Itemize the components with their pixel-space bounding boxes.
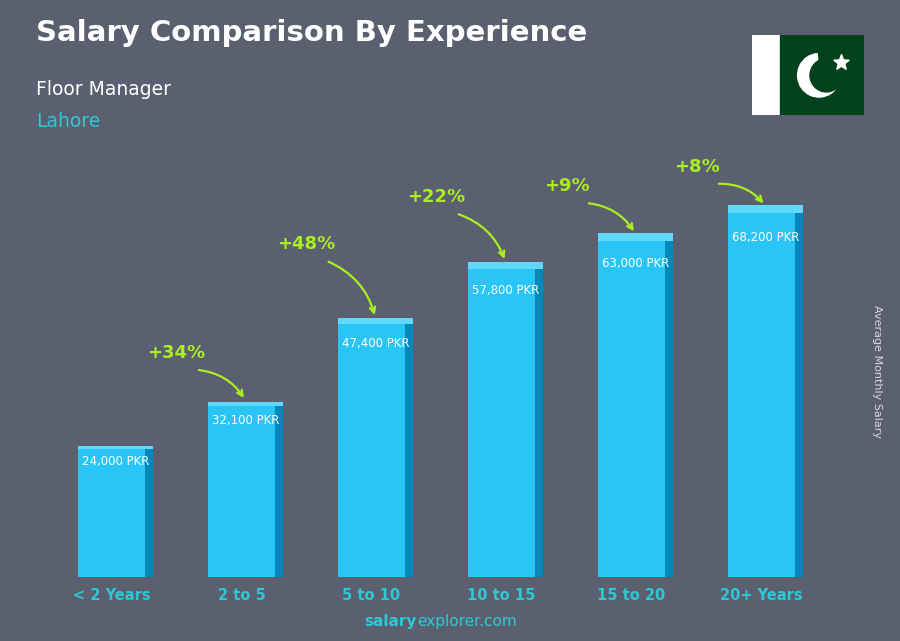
Text: Floor Manager: Floor Manager <box>36 80 171 99</box>
Text: +9%: +9% <box>544 177 590 196</box>
Text: +22%: +22% <box>408 188 465 206</box>
Bar <box>598 237 665 577</box>
Text: Lahore: Lahore <box>36 112 100 131</box>
Bar <box>77 446 153 449</box>
Text: +8%: +8% <box>673 158 719 176</box>
Bar <box>728 205 803 213</box>
Bar <box>665 237 673 577</box>
Text: Salary Comparison By Experience: Salary Comparison By Experience <box>36 19 587 47</box>
Text: 47,400 PKR: 47,400 PKR <box>342 337 410 349</box>
Bar <box>145 447 153 577</box>
Bar <box>468 262 543 269</box>
Text: Average Monthly Salary: Average Monthly Salary <box>872 305 883 438</box>
Bar <box>405 321 413 577</box>
Bar <box>77 447 145 577</box>
Text: 32,100 PKR: 32,100 PKR <box>212 414 279 427</box>
Text: 57,800 PKR: 57,800 PKR <box>472 284 539 297</box>
Bar <box>275 404 284 577</box>
Text: salary: salary <box>364 615 417 629</box>
Text: explorer.com: explorer.com <box>417 615 517 629</box>
Bar <box>598 233 673 241</box>
Bar <box>208 402 284 406</box>
Bar <box>728 209 796 577</box>
Polygon shape <box>833 54 850 69</box>
Text: +34%: +34% <box>148 344 205 362</box>
Text: 24,000 PKR: 24,000 PKR <box>82 455 149 468</box>
Text: 68,200 PKR: 68,200 PKR <box>732 231 799 244</box>
Bar <box>796 209 803 577</box>
Bar <box>779 35 864 115</box>
Wedge shape <box>797 54 839 97</box>
Bar <box>208 404 275 577</box>
Text: +48%: +48% <box>277 235 336 253</box>
Bar <box>536 265 543 577</box>
Bar <box>752 35 779 115</box>
Bar <box>468 265 536 577</box>
Circle shape <box>810 59 842 92</box>
Text: 63,000 PKR: 63,000 PKR <box>602 258 669 271</box>
Bar <box>338 319 413 324</box>
Bar <box>338 321 405 577</box>
